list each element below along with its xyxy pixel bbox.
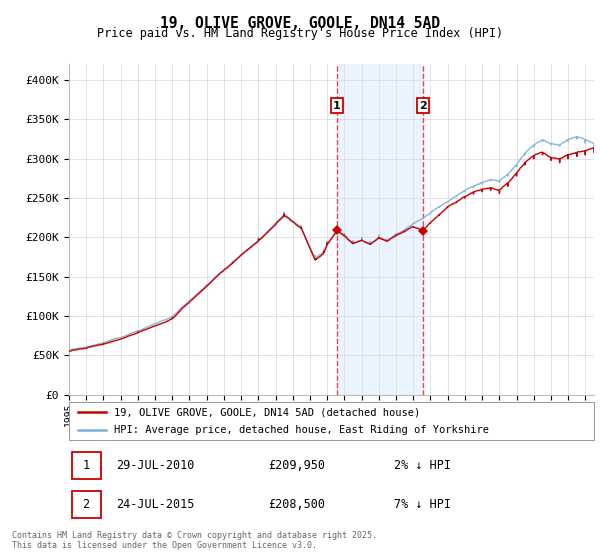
Text: 2: 2	[419, 101, 427, 111]
Text: 1: 1	[333, 101, 341, 111]
Text: Price paid vs. HM Land Registry's House Price Index (HPI): Price paid vs. HM Land Registry's House …	[97, 27, 503, 40]
Text: £209,950: £209,950	[269, 459, 325, 472]
FancyBboxPatch shape	[71, 451, 101, 479]
Text: 2% ↓ HPI: 2% ↓ HPI	[395, 459, 452, 472]
Text: £208,500: £208,500	[269, 498, 325, 511]
Text: 1: 1	[83, 459, 89, 472]
Bar	[337, 64, 423, 395]
FancyBboxPatch shape	[71, 491, 101, 519]
Text: 7% ↓ HPI: 7% ↓ HPI	[395, 498, 452, 511]
Text: 29-JUL-2010: 29-JUL-2010	[116, 459, 194, 472]
Text: 19, OLIVE GROVE, GOOLE, DN14 5AD (detached house): 19, OLIVE GROVE, GOOLE, DN14 5AD (detach…	[113, 407, 420, 417]
Text: 2: 2	[83, 498, 89, 511]
Text: 24-JUL-2015: 24-JUL-2015	[116, 498, 194, 511]
Text: HPI: Average price, detached house, East Riding of Yorkshire: HPI: Average price, detached house, East…	[113, 425, 488, 435]
Text: Contains HM Land Registry data © Crown copyright and database right 2025.
This d: Contains HM Land Registry data © Crown c…	[12, 530, 377, 550]
Text: 19, OLIVE GROVE, GOOLE, DN14 5AD: 19, OLIVE GROVE, GOOLE, DN14 5AD	[160, 16, 440, 31]
